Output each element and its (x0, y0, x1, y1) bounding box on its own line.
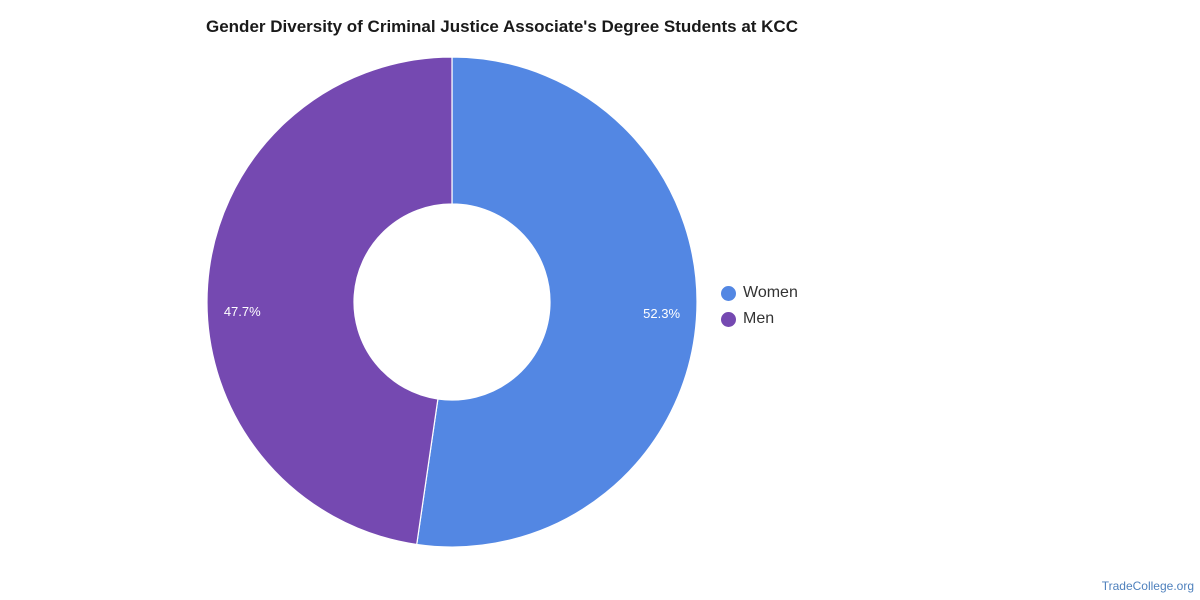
chart-title: Gender Diversity of Criminal Justice Ass… (206, 17, 798, 36)
credit-link[interactable]: TradeCollege.org (1101, 579, 1194, 593)
legend-swatch-men (721, 311, 736, 327)
slice-men[interactable] (206, 56, 453, 546)
legend-item-men[interactable]: Men (721, 306, 798, 332)
slice-label-women: 52.3% (643, 306, 680, 321)
legend: Women Men (721, 280, 798, 332)
legend-label-men: Men (743, 310, 775, 327)
slice-women[interactable] (416, 56, 698, 548)
slice-label-men: 47.7% (224, 304, 261, 319)
legend-label-women: Women (743, 284, 798, 301)
legend-swatch-women (721, 285, 736, 301)
legend-item-women[interactable]: Women (721, 280, 798, 306)
